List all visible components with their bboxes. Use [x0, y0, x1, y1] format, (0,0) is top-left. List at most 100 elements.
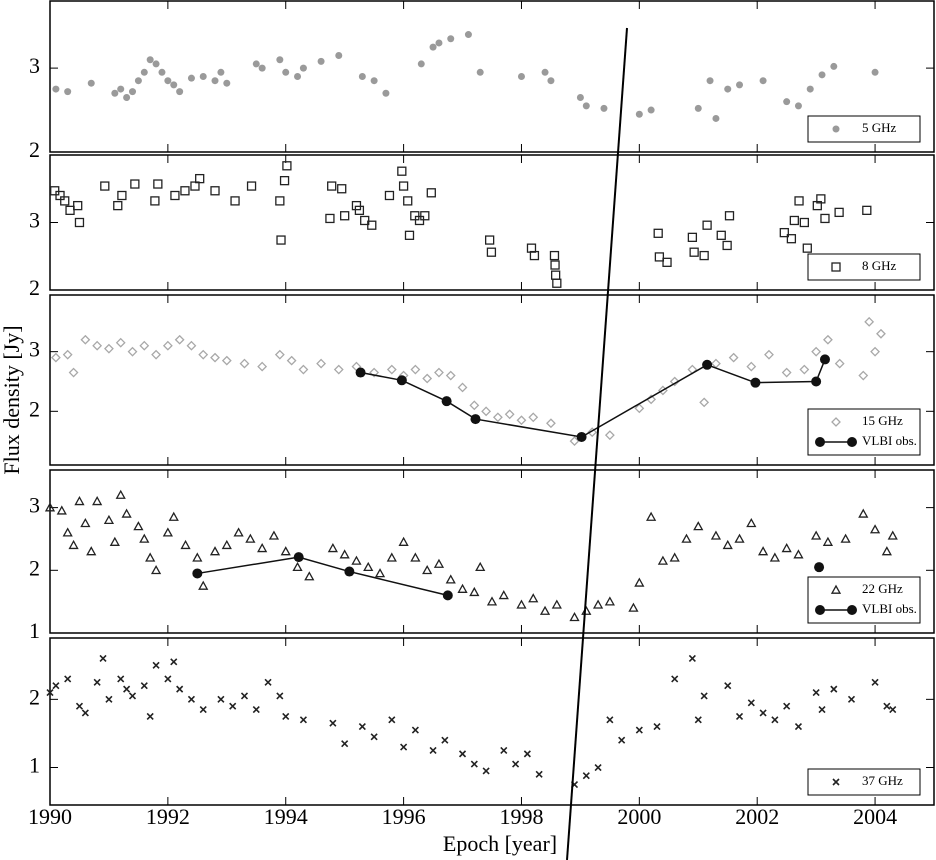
point	[820, 213, 830, 224]
point	[802, 243, 812, 253]
point	[546, 418, 556, 429]
panel: 1 2 3 22 GHz VLBI obs.	[29, 469, 935, 643]
point	[476, 68, 484, 76]
point	[139, 533, 150, 543]
point	[793, 549, 804, 559]
point	[858, 370, 869, 381]
point	[722, 539, 733, 550]
point	[286, 355, 297, 366]
point	[198, 580, 209, 590]
point	[834, 358, 845, 369]
point	[757, 546, 769, 556]
point	[152, 60, 160, 68]
point	[60, 196, 70, 206]
point	[164, 675, 172, 683]
point	[252, 706, 260, 714]
point	[280, 546, 291, 556]
point	[799, 364, 810, 375]
legend-label: VLBI obs.	[862, 433, 917, 448]
point	[818, 71, 826, 79]
point	[121, 508, 132, 518]
point	[257, 361, 268, 372]
point	[46, 688, 54, 697]
point	[153, 179, 163, 189]
point	[794, 196, 804, 206]
point	[252, 60, 260, 68]
point	[329, 719, 337, 727]
point	[815, 437, 825, 447]
point	[847, 605, 857, 615]
point	[127, 346, 138, 357]
panel-frame	[49, 637, 935, 806]
panel-frame	[49, 469, 935, 634]
x-tick-label: 1990	[28, 804, 72, 829]
legend-box	[807, 253, 921, 281]
point	[592, 599, 604, 609]
point	[130, 179, 140, 189]
point	[239, 358, 250, 369]
x-tick-label: 1996	[382, 804, 426, 829]
point	[831, 417, 841, 427]
point	[217, 68, 225, 76]
point	[403, 196, 413, 206]
point	[140, 68, 148, 76]
point	[351, 555, 362, 565]
point	[551, 599, 562, 609]
point	[316, 358, 327, 369]
point	[86, 546, 97, 556]
point	[628, 602, 639, 612]
point	[103, 514, 115, 525]
point	[210, 186, 220, 196]
point	[133, 521, 144, 531]
point	[587, 427, 598, 438]
point	[186, 340, 197, 351]
point	[162, 340, 173, 351]
point	[210, 352, 220, 363]
point	[814, 562, 825, 573]
point	[282, 68, 290, 76]
point	[382, 89, 390, 97]
point	[830, 62, 838, 70]
point	[433, 558, 445, 568]
point	[158, 68, 166, 76]
point	[635, 726, 643, 734]
point	[516, 599, 527, 609]
point	[694, 716, 702, 724]
point	[335, 52, 343, 60]
point	[180, 186, 190, 196]
point	[441, 396, 452, 407]
point	[92, 496, 103, 506]
point	[831, 262, 841, 272]
point	[710, 530, 722, 540]
point	[724, 211, 735, 221]
point	[62, 349, 73, 360]
point	[229, 702, 237, 710]
point	[794, 102, 802, 110]
point	[50, 186, 60, 196]
x-tick-label: 2002	[735, 804, 779, 829]
point	[783, 702, 791, 710]
point	[734, 533, 745, 543]
point	[550, 260, 560, 270]
point	[56, 505, 67, 515]
point	[360, 215, 370, 226]
point	[576, 431, 587, 442]
point	[794, 723, 803, 731]
point	[400, 743, 408, 751]
point	[337, 184, 347, 194]
point	[887, 530, 898, 540]
y-tick-label: 3	[29, 337, 40, 362]
point	[363, 561, 374, 572]
point	[44, 502, 56, 512]
point	[282, 712, 290, 720]
point	[68, 367, 79, 378]
point	[333, 364, 344, 375]
point	[245, 533, 256, 543]
point	[535, 770, 543, 778]
point	[246, 181, 257, 191]
panel-frame	[49, 294, 935, 466]
point	[111, 89, 119, 97]
point	[62, 527, 73, 537]
point	[327, 543, 338, 553]
point	[681, 533, 692, 543]
